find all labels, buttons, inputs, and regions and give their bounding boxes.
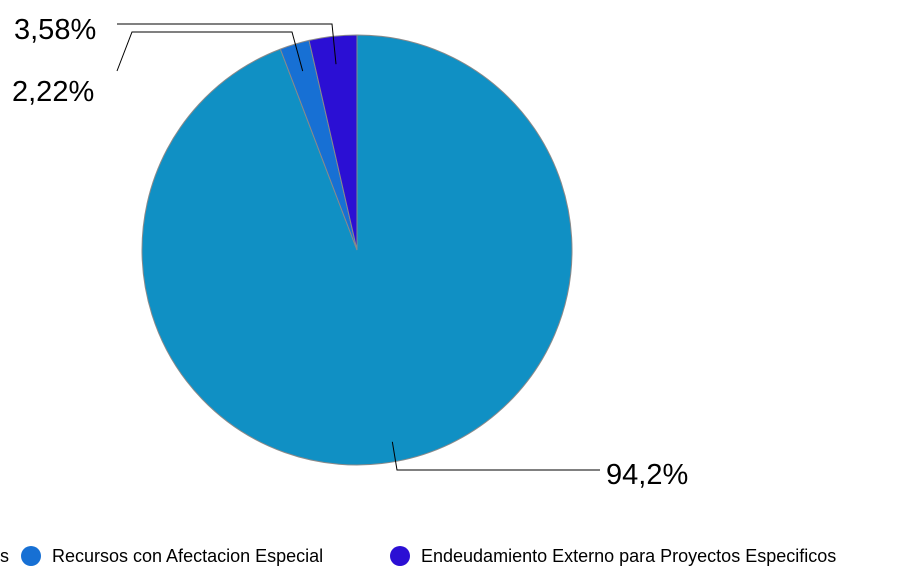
- legend: s Recursos con Afectacion Especial Endeu…: [0, 546, 836, 566]
- data-labels: 94,2% 2,22% 3,58%: [12, 14, 688, 491]
- legend-swatch-recursos-afectacion: [21, 546, 41, 566]
- data-label-recursos-ordinarios: 94,2%: [606, 459, 688, 491]
- data-label-recursos-afectacion: 2,22%: [12, 76, 94, 108]
- pie-slices: [141, 34, 573, 466]
- legend-label-endeudamiento-externo: Endeudamiento Externo para Proyectos Esp…: [421, 546, 836, 566]
- legend-label-recursos-ordinarios-clipped: s: [0, 546, 9, 566]
- leader-lines: [116, 23, 600, 471]
- leader-recursos-ordinarios: [391, 441, 600, 471]
- legend-swatch-endeudamiento-externo: [390, 546, 410, 566]
- legend-label-recursos-afectacion: Recursos con Afectacion Especial: [52, 546, 323, 566]
- data-label-endeudamiento-externo: 3,58%: [14, 14, 96, 46]
- leader-endeudamiento-externo: [117, 23, 337, 65]
- leader-recursos-afectacion: [116, 31, 304, 72]
